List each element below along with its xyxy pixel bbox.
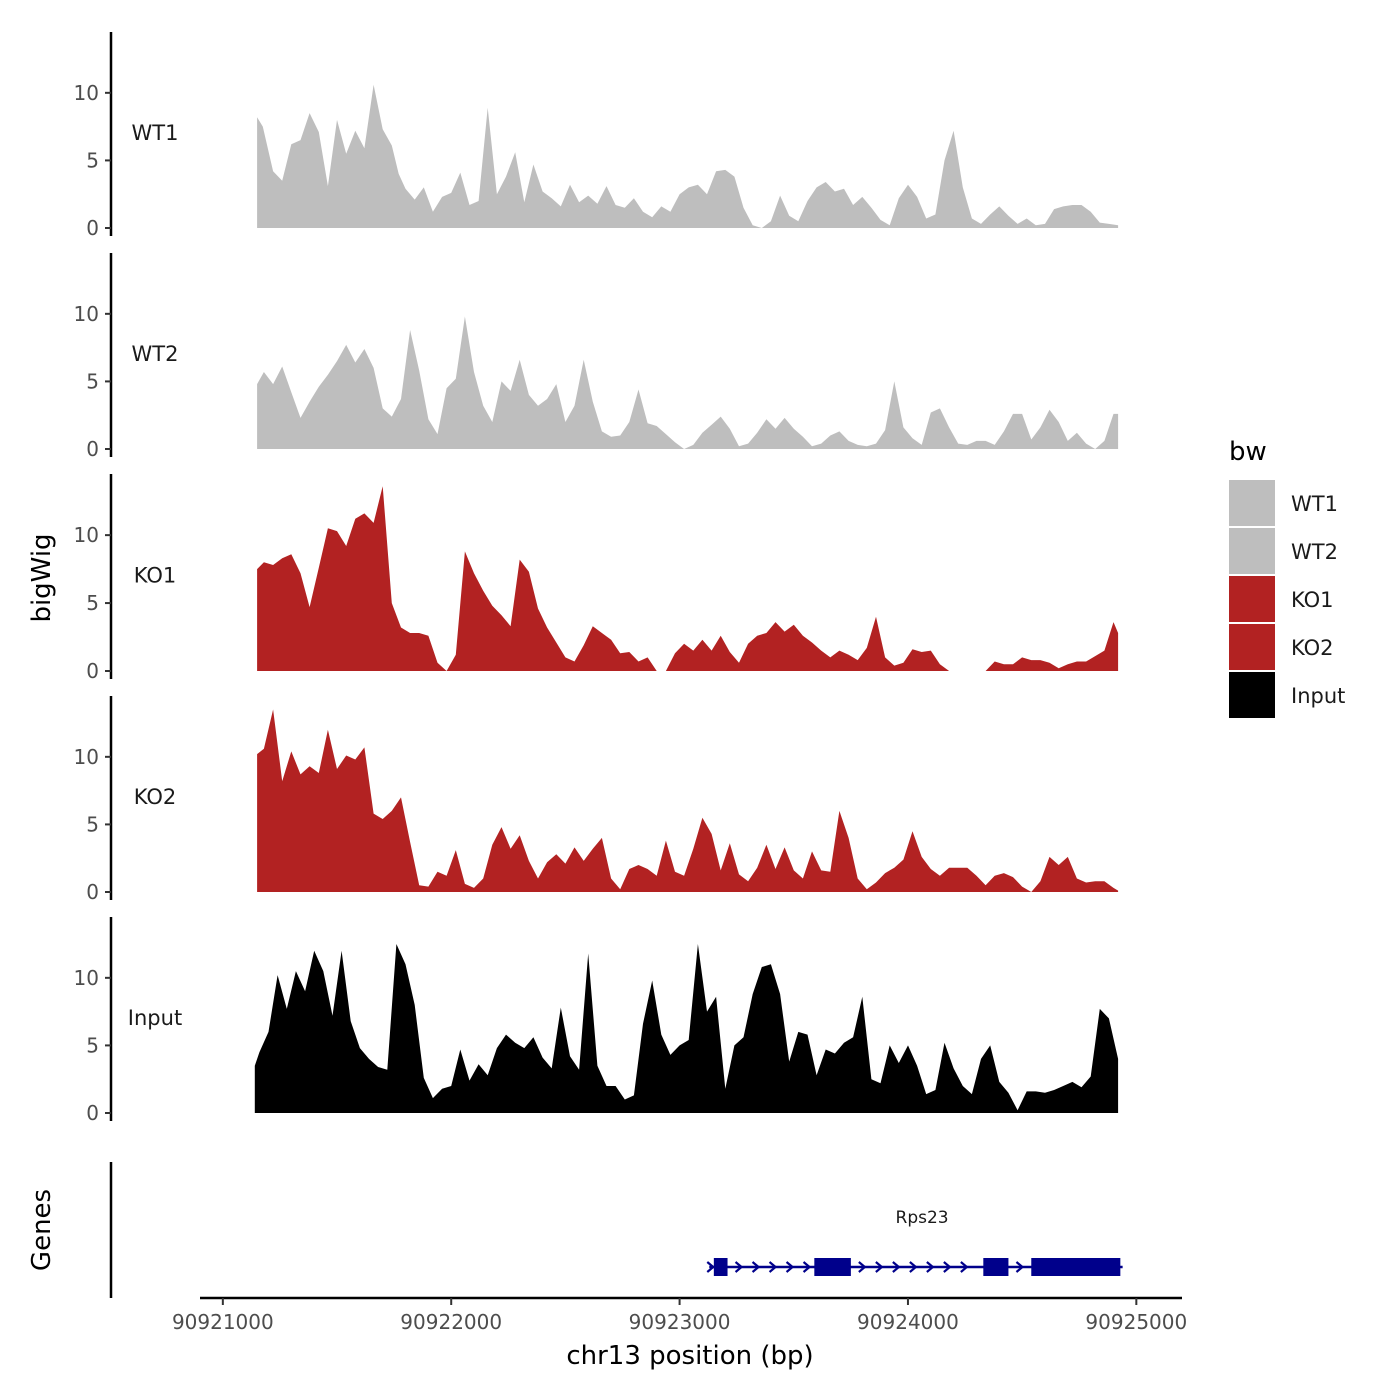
legend-swatch <box>1229 576 1275 622</box>
legend-swatch <box>1229 672 1275 718</box>
y-tick-label: 0 <box>86 880 99 904</box>
y-tick-label: 10 <box>74 745 99 769</box>
y-tick-label: 5 <box>86 812 99 836</box>
y-tick-label: 5 <box>86 148 99 172</box>
y-tick-label: 5 <box>86 1033 99 1057</box>
legend-label: WT1 <box>1291 492 1338 516</box>
legend-item-ko1: KO1 <box>1229 576 1334 622</box>
track-label-ko2: KO2 <box>134 785 177 809</box>
legend-label: WT2 <box>1291 540 1338 564</box>
legend-swatch <box>1229 624 1275 670</box>
genes-panel: Rps23 <box>109 1162 1123 1298</box>
gene-exon <box>713 1258 728 1276</box>
x-tick-label: 90924000 <box>857 1310 959 1334</box>
legend-item-wt1: WT1 <box>1229 480 1338 526</box>
series-area-wt1 <box>257 84 1119 228</box>
gene-strand-chevron <box>943 1261 952 1273</box>
legend-label: Input <box>1291 684 1345 708</box>
track-wt2: 0 5 10 WT2 <box>74 253 1119 461</box>
legend-item-input: Input <box>1229 672 1345 718</box>
genes-axis-title: Genes <box>27 1189 57 1271</box>
gene-strand-chevron <box>768 1261 778 1273</box>
gene-exon <box>1031 1258 1121 1276</box>
legend-title: bw <box>1229 437 1267 467</box>
series-area-ko2 <box>257 709 1119 892</box>
y-tick-label: 0 <box>86 437 99 461</box>
gene-strand-chevron <box>706 1261 715 1273</box>
y-axis-title: bigWig <box>27 533 57 622</box>
gene-strand-chevron <box>960 1261 969 1273</box>
legend-swatch <box>1229 480 1275 526</box>
x-tick-label: 90921000 <box>172 1310 274 1334</box>
y-tick-label: 5 <box>86 591 99 615</box>
track-input: 0 5 10 Input <box>74 917 1119 1125</box>
track-label-wt1: WT1 <box>132 121 179 145</box>
y-tick-label: 10 <box>74 81 99 105</box>
y-tick-label: 0 <box>86 659 99 683</box>
y-tick-label: 10 <box>74 523 99 547</box>
gene-strand-chevron <box>751 1261 761 1273</box>
series-area-wt2 <box>257 316 1119 449</box>
x-tick-label: 90923000 <box>629 1310 731 1334</box>
gene-strand-chevron <box>734 1261 744 1273</box>
gene-strand-chevron <box>892 1261 901 1273</box>
legend-item-ko2: KO2 <box>1229 624 1334 670</box>
legend: bw WT1 WT2 KO1 KO2 Input <box>1229 437 1345 718</box>
track-ko2: 0 5 10 KO2 <box>74 696 1119 904</box>
y-tick-label: 10 <box>74 966 99 990</box>
track-label-wt2: WT2 <box>132 342 179 366</box>
gene-exon <box>983 1258 1009 1276</box>
gene-strand-chevron <box>858 1261 867 1273</box>
track-ko1: 0 5 10 KO1 <box>74 474 1119 683</box>
x-axis-title: chr13 position (bp) <box>566 1341 813 1371</box>
y-tick-label: 0 <box>86 216 99 240</box>
y-tick-label: 0 <box>86 1101 99 1125</box>
gene-strand-chevron <box>1015 1261 1025 1273</box>
gene-strand-chevron <box>875 1261 884 1273</box>
x-axis: 90921000 90922000 90923000 90924000 90925000 <box>172 1296 1187 1334</box>
gene-exon <box>814 1258 851 1276</box>
legend-label: KO2 <box>1291 636 1334 660</box>
gene-label: Rps23 <box>896 1208 949 1228</box>
legend-swatch <box>1229 528 1275 574</box>
gene-strand-chevron <box>909 1261 918 1273</box>
gene-rps23: Rps23 <box>706 1208 1123 1276</box>
coverage-tracks: 0 5 10 WT1 0 5 10 WT2 0 5 10 KO1 0 5 10 KO2 0 5 10 Input <box>74 32 1119 1125</box>
series-area-input <box>254 944 1119 1113</box>
track-label-ko1: KO1 <box>134 563 177 587</box>
series-area-ko1 <box>257 486 1119 671</box>
y-tick-label: 10 <box>74 302 99 326</box>
x-tick-label: 90925000 <box>1085 1310 1187 1334</box>
legend-item-wt2: WT2 <box>1229 528 1338 574</box>
gene-strand-chevron <box>926 1261 935 1273</box>
track-wt1: 0 5 10 WT1 <box>74 32 1119 240</box>
legend-label: KO1 <box>1291 588 1334 612</box>
y-tick-label: 5 <box>86 369 99 393</box>
x-tick-label: 90922000 <box>400 1310 502 1334</box>
track-label-input: Input <box>128 1006 182 1030</box>
gene-strand-chevron <box>802 1261 812 1273</box>
gene-strand-chevron <box>785 1261 795 1273</box>
